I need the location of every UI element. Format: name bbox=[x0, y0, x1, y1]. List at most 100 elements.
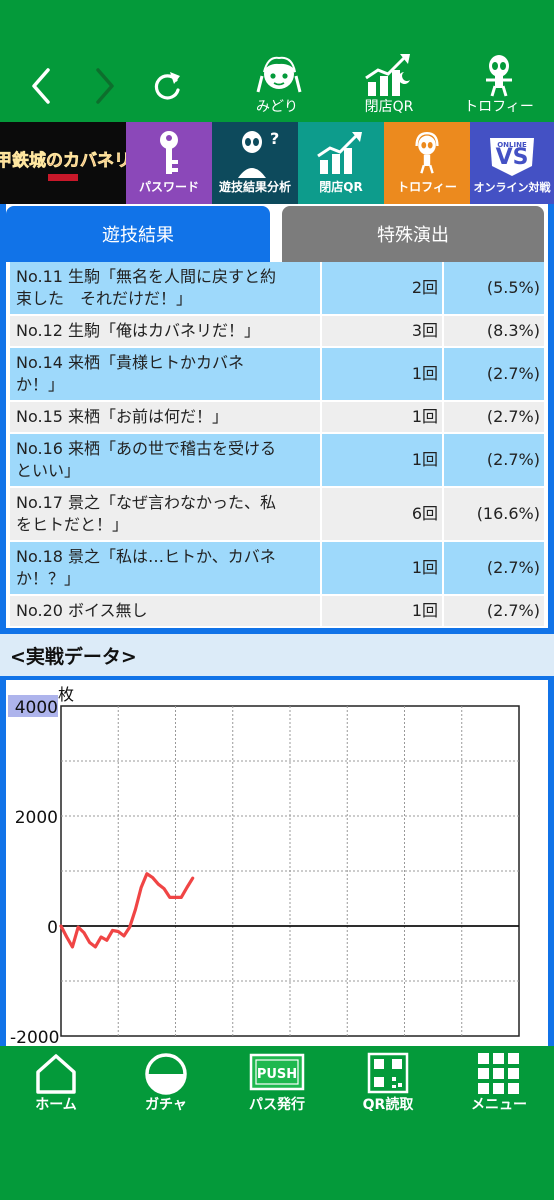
nav-gacha[interactable]: ガチャ bbox=[116, 1046, 216, 1126]
percent-cell: (2.7%) bbox=[444, 596, 544, 626]
medal-chart: 4000 2000 0 -2000 枚 bbox=[8, 685, 520, 1046]
y-max-highlight bbox=[8, 695, 58, 717]
trophy-tile-label: トロフィー bbox=[397, 180, 457, 194]
svg-text:ONLINE: ONLINE bbox=[497, 141, 527, 149]
voice-name-line: No.17 景之「なぜ言わなかった、私 bbox=[16, 493, 277, 512]
analysis-label: 遊技結果分析 bbox=[218, 180, 291, 194]
nav-home-label: ホーム bbox=[35, 1097, 77, 1113]
tab-play-result[interactable]: 遊技結果 bbox=[6, 206, 270, 262]
nav-menu-label: メニュー bbox=[471, 1097, 527, 1113]
svg-text:甲鉄城のカバネリ: 甲鉄城のカバネリ bbox=[0, 150, 126, 171]
chart-container: 4000 2000 0 -2000 枚 bbox=[6, 680, 548, 1046]
nav-qr-read-label: QR読取 bbox=[362, 1097, 414, 1113]
vs-badge-icon: VS ONLINE bbox=[490, 138, 534, 176]
y-unit-label: 枚 bbox=[58, 685, 74, 704]
nav-pass-issue[interactable]: PUSH パス発行 bbox=[227, 1046, 327, 1126]
voice-name-cell: No.15 来栖「お前は何だ！」 bbox=[10, 402, 320, 432]
online-battle-label: オンライン対戦 bbox=[473, 181, 551, 194]
percent-cell: (5.5%) bbox=[444, 262, 544, 314]
voice-name-cell: No.20 ボイス無し bbox=[10, 596, 320, 626]
y-tick-label: 0 bbox=[47, 918, 58, 938]
voice-name-line: 束した それだけだ！」 bbox=[16, 289, 193, 308]
svg-text:VS: VS bbox=[496, 145, 529, 170]
online-battle-tile[interactable]: VS ONLINE オンライン対戦 bbox=[470, 122, 554, 204]
voice-name-line: No.20 ボイス無し bbox=[16, 601, 148, 620]
percent-cell: (2.7%) bbox=[444, 542, 544, 594]
chart-section-header: <実戦データ> bbox=[0, 634, 554, 676]
svg-text:PUSH: PUSH bbox=[257, 1067, 297, 1082]
percent-cell: (2.7%) bbox=[444, 348, 544, 400]
midori-label[interactable]: みどり bbox=[256, 99, 298, 115]
count-cell: 2回 bbox=[322, 262, 442, 314]
voice-name-cell: No.17 景之「なぜ言わなかった、私 をヒトだと！」 bbox=[10, 488, 320, 540]
result-row: No.11 生駒「無名を人間に戻すと約 束した それだけだ！」 2回 (5.5%) bbox=[10, 262, 544, 316]
voice-name-line: No.12 生駒「俺はカバネリだ！」 bbox=[16, 321, 261, 340]
closing-qr-tile[interactable]: 閉店QR bbox=[298, 122, 384, 204]
midori-character-icon[interactable] bbox=[254, 52, 304, 98]
nav-gacha-label: ガチャ bbox=[145, 1097, 187, 1113]
count-cell: 1回 bbox=[322, 434, 442, 486]
trophy-tile[interactable]: トロフィー bbox=[384, 122, 470, 204]
medal-balance-line bbox=[59, 872, 195, 949]
forward-arrow-icon[interactable] bbox=[90, 66, 118, 106]
closing-qr-tile-label: 閉店QR bbox=[319, 180, 363, 194]
gacha-capsule-icon bbox=[145, 1053, 187, 1095]
bottom-navigation: ホーム ガチャ PUSH パス発行 QR読取 bbox=[0, 1046, 554, 1200]
alien-chart-icon: ? bbox=[238, 129, 279, 178]
voice-name-line: No.18 景之「私は…ヒトか、カバネ bbox=[16, 547, 276, 566]
count-cell: 1回 bbox=[322, 402, 442, 432]
menu-grid-icon bbox=[478, 1053, 519, 1094]
result-row: No.18 景之「私は…ヒトか、カバネ か！？」 1回 (2.7%) bbox=[10, 542, 544, 596]
y-tick-label: 2000 bbox=[15, 808, 58, 828]
percent-cell: (2.7%) bbox=[444, 434, 544, 486]
chart-area: 4000 2000 0 -2000 枚 bbox=[0, 676, 554, 1046]
trophy-label[interactable]: トロフィー bbox=[464, 99, 534, 115]
y-tick-label: 4000 bbox=[15, 698, 58, 718]
voice-name-line: か！」 bbox=[16, 375, 65, 394]
voice-name-line: No.15 来栖「お前は何だ！」 bbox=[16, 407, 229, 426]
percent-cell: (8.3%) bbox=[444, 316, 544, 346]
nav-home[interactable]: ホーム bbox=[6, 1046, 106, 1126]
result-row: No.16 来栖「あの世で稽古を受ける といい」 1回 (2.7%) bbox=[10, 434, 544, 488]
nav-qr-read[interactable]: QR読取 bbox=[338, 1046, 438, 1126]
voice-name-cell: No.14 来栖「貴様ヒトかカバネ か！」 bbox=[10, 348, 320, 400]
count-cell: 1回 bbox=[322, 348, 442, 400]
voice-name-cell: No.12 生駒「俺はカバネリだ！」 bbox=[10, 316, 320, 346]
chart-section-title: <実戦データ> bbox=[10, 646, 137, 668]
result-row: No.20 ボイス無し 1回 (2.7%) bbox=[10, 596, 544, 628]
game-logo-icon: 甲鉄城のカバネリ bbox=[0, 122, 126, 204]
voice-name-line: といい」 bbox=[16, 461, 81, 480]
game-logo-tile[interactable]: 甲鉄城のカバネリ bbox=[0, 122, 126, 204]
password-tile[interactable]: パスワード bbox=[126, 122, 212, 204]
browser-toolbar: みどり 閉店QR トロフィー bbox=[0, 0, 554, 122]
voice-name-cell: No.11 生駒「無名を人間に戻すと約 束した それだけだ！」 bbox=[10, 262, 320, 314]
count-cell: 6回 bbox=[322, 488, 442, 540]
push-badge-icon: PUSH bbox=[249, 1053, 305, 1091]
percent-cell: (2.7%) bbox=[444, 402, 544, 432]
count-cell: 1回 bbox=[322, 596, 442, 626]
voice-results-table[interactable]: No.11 生駒「無名を人間に戻すと約 束した それだけだ！」 2回 (5.5%) No… bbox=[10, 262, 544, 628]
nav-menu[interactable]: メニュー bbox=[449, 1046, 549, 1126]
analysis-tile[interactable]: ? 遊技結果分析 bbox=[212, 122, 298, 204]
count-cell: 3回 bbox=[322, 316, 442, 346]
result-row: No.14 来栖「貴様ヒトかカバネ か！」 1回 (2.7%) bbox=[10, 348, 544, 402]
closing-qr-icon[interactable] bbox=[364, 52, 414, 98]
trophy-alien-icon[interactable] bbox=[474, 52, 524, 98]
tab-special-effects[interactable]: 特殊演出 bbox=[282, 206, 544, 262]
reload-icon[interactable] bbox=[150, 66, 184, 106]
result-row: No.12 生駒「俺はカバネリだ！」 3回 (8.3%) bbox=[10, 316, 544, 348]
qr-code-icon bbox=[367, 1052, 409, 1094]
back-arrow-icon[interactable] bbox=[28, 66, 56, 106]
chart-moon-icon bbox=[317, 132, 362, 174]
percent-cell: (16.6%) bbox=[444, 488, 544, 540]
voice-name-cell: No.16 来栖「あの世で稽古を受ける といい」 bbox=[10, 434, 320, 486]
voice-name-line: か！？」 bbox=[16, 569, 81, 588]
result-row: No.15 来栖「お前は何だ！」 1回 (2.7%) bbox=[10, 402, 544, 434]
result-row: No.17 景之「なぜ言わなかった、私 をヒトだと！」 6回 (16.6%) bbox=[10, 488, 544, 542]
results-panel: 遊技結果 特殊演出 No.11 生駒「無名を人間に戻すと約 束した それだけだ！」… bbox=[0, 204, 554, 634]
closing-qr-label[interactable]: 閉店QR bbox=[364, 99, 414, 115]
svg-text:?: ? bbox=[270, 129, 279, 148]
alien-headphones-icon bbox=[415, 131, 439, 174]
nav-pass-issue-label: パス発行 bbox=[249, 1097, 305, 1113]
y-tick-label: -2000 bbox=[10, 1028, 59, 1046]
